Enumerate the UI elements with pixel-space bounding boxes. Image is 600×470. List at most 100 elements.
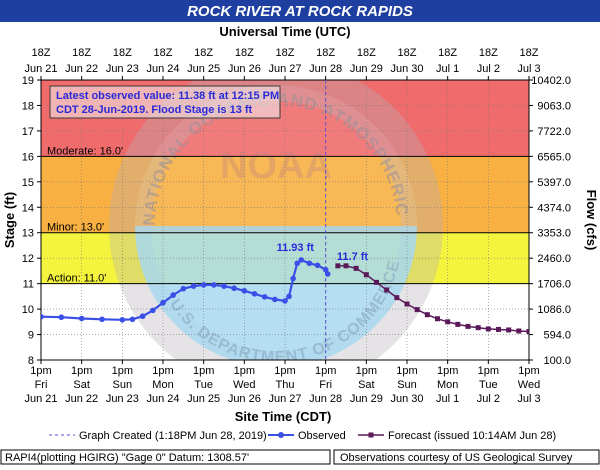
right-tick-label: 7722.0: [537, 126, 571, 138]
noaa-upper-half: [135, 85, 417, 226]
bottom-tick-dow: Wed: [518, 379, 540, 391]
observed-point: [78, 315, 85, 322]
bottom-tick-dow: Mon: [152, 379, 173, 391]
forecast-point: [353, 265, 359, 271]
left-tick-label: 18: [22, 100, 34, 112]
legend-graph-created: Graph Created (1:18PM Jun 28, 2019): [79, 430, 267, 442]
bottom-tick-date: Jul 1: [436, 393, 459, 405]
observed-point: [290, 275, 296, 282]
top-tick-time: 18Z: [479, 47, 498, 59]
chart-title: ROCK RIVER AT ROCK RAPIDS: [187, 3, 413, 20]
top-tick-date: Jul 3: [517, 63, 540, 75]
top-tick-date: Jul 2: [477, 63, 500, 75]
observed-point: [150, 307, 156, 314]
bottom-tick-date: Jun 26: [228, 393, 261, 405]
footer-right: Observations courtesy of US Geological S…: [340, 452, 573, 464]
grid-lines: [41, 80, 529, 360]
forecast-point: [343, 263, 349, 269]
bottom-tick-time: 1pm: [274, 365, 295, 377]
bottom-tick-dow: Sun: [397, 379, 417, 391]
bottom-tick-time: 1pm: [193, 365, 214, 377]
observed-point: [119, 316, 126, 323]
forecast-point: [424, 312, 430, 318]
forecast-point: [335, 263, 341, 269]
bottom-tick-date: Jun 21: [24, 393, 57, 405]
top-tick-date: Jun 22: [65, 63, 98, 75]
observed-point: [160, 299, 166, 306]
observed-point: [170, 292, 176, 298]
bottom-tick-time: 1pm: [30, 365, 51, 377]
bottom-tick-dow: Sat: [73, 379, 90, 391]
footer-left: RAPI4(plotting HGIRG) "Gage 0" Datum: 13…: [5, 452, 249, 464]
observed-point: [314, 262, 321, 269]
bottom-tick-time: 1pm: [152, 365, 173, 377]
bottom-tick-time: 1pm: [396, 365, 417, 377]
legend-forecast: Forecast (issued 10:14AM Jun 28): [388, 430, 556, 442]
left-tick-label: 17: [22, 126, 34, 138]
bottom-tick-date: Jul 2: [477, 393, 500, 405]
top-axis-title: Universal Time (UTC): [219, 24, 350, 39]
bottom-tick-date: Jun 22: [65, 393, 98, 405]
top-tick-labels: 18Z Jun 21 18Z Jun 22 18Z Jun 23 18Z Jun 24 18Z J…: [24, 47, 541, 80]
right-tick-label: 6565.0: [537, 151, 571, 163]
left-tick-label: 11: [23, 279, 34, 291]
bottom-tick-date: Jun 27: [268, 393, 301, 405]
forecast-point: [374, 279, 379, 285]
forecast-point: [394, 295, 400, 301]
observed-point: [200, 282, 207, 288]
bottom-tick-time: 1pm: [518, 365, 539, 377]
top-tick-time: 18Z: [276, 47, 295, 59]
bottom-tick-time: 1pm: [71, 365, 92, 377]
legend-forecast-marker: [368, 432, 374, 438]
bottom-tick-dow: Sun: [113, 379, 133, 391]
noaa-ring: [109, 80, 443, 360]
forecast-point: [485, 326, 491, 332]
top-tick-date: Jun 29: [350, 63, 383, 75]
top-tick-date: Jun 30: [390, 63, 423, 75]
threshold-label: Action: 11.0': [47, 273, 106, 285]
title-bar: [0, 0, 600, 22]
top-tick-date: Jun 28: [309, 63, 342, 75]
observed-point: [129, 316, 136, 323]
observed-point: [190, 283, 197, 289]
info-box-line2: CDT 28-Jun-2019. Flood Stage is 13 ft: [56, 104, 253, 116]
top-tick-date: Jun 23: [106, 63, 139, 75]
info-box-line1: Latest observed value: 11.38 ft at 12:15…: [56, 90, 279, 102]
forecast-point: [475, 325, 481, 331]
right-tick-label: 5397.0: [537, 177, 571, 189]
bottom-tick-dow: Sat: [358, 379, 375, 391]
threshold-label: Minor: 13.0': [47, 222, 104, 234]
right-tick-label: 10402.0: [531, 75, 571, 87]
observed-point: [261, 294, 268, 300]
forecast-point: [414, 307, 420, 313]
observed-point: [251, 291, 258, 297]
top-tick-date: Jun 24: [146, 63, 179, 75]
left-tick-label: 16: [22, 151, 34, 163]
right-tick-label: 4374.0: [537, 202, 571, 214]
top-tick-date: Jun 27: [268, 63, 301, 75]
observed-point: [99, 316, 105, 323]
observed-point: [294, 260, 301, 267]
top-tick-time: 18Z: [357, 47, 376, 59]
bottom-tick-date: Jun 25: [187, 393, 220, 405]
legend: Graph Created (1:18PM Jun 28, 2019) Obse…: [49, 430, 556, 442]
top-tick-time: 18Z: [398, 47, 417, 59]
observed-point: [231, 285, 237, 292]
observed-point: [221, 283, 227, 289]
observed-point: [41, 313, 44, 320]
right-tick-label: 100.0: [543, 355, 571, 367]
footer-left-box: [0, 449, 331, 465]
left-tick-labels: 8 9 10 11 12 13 14 15 16 17 18 19: [22, 75, 41, 367]
bottom-tick-dow: Thu: [276, 379, 295, 391]
left-tick-label: 15: [22, 177, 34, 189]
left-tick-label: 12: [22, 253, 34, 265]
bottom-tick-time: 1pm: [437, 365, 458, 377]
bottom-tick-time: 1pm: [356, 365, 377, 377]
top-tick-time: 18Z: [194, 47, 213, 59]
bottom-tick-time: 1pm: [112, 365, 133, 377]
forecast-point: [404, 301, 410, 307]
right-tick-label: 3353.0: [537, 228, 571, 240]
bottom-tick-dow: Fri: [319, 379, 332, 391]
